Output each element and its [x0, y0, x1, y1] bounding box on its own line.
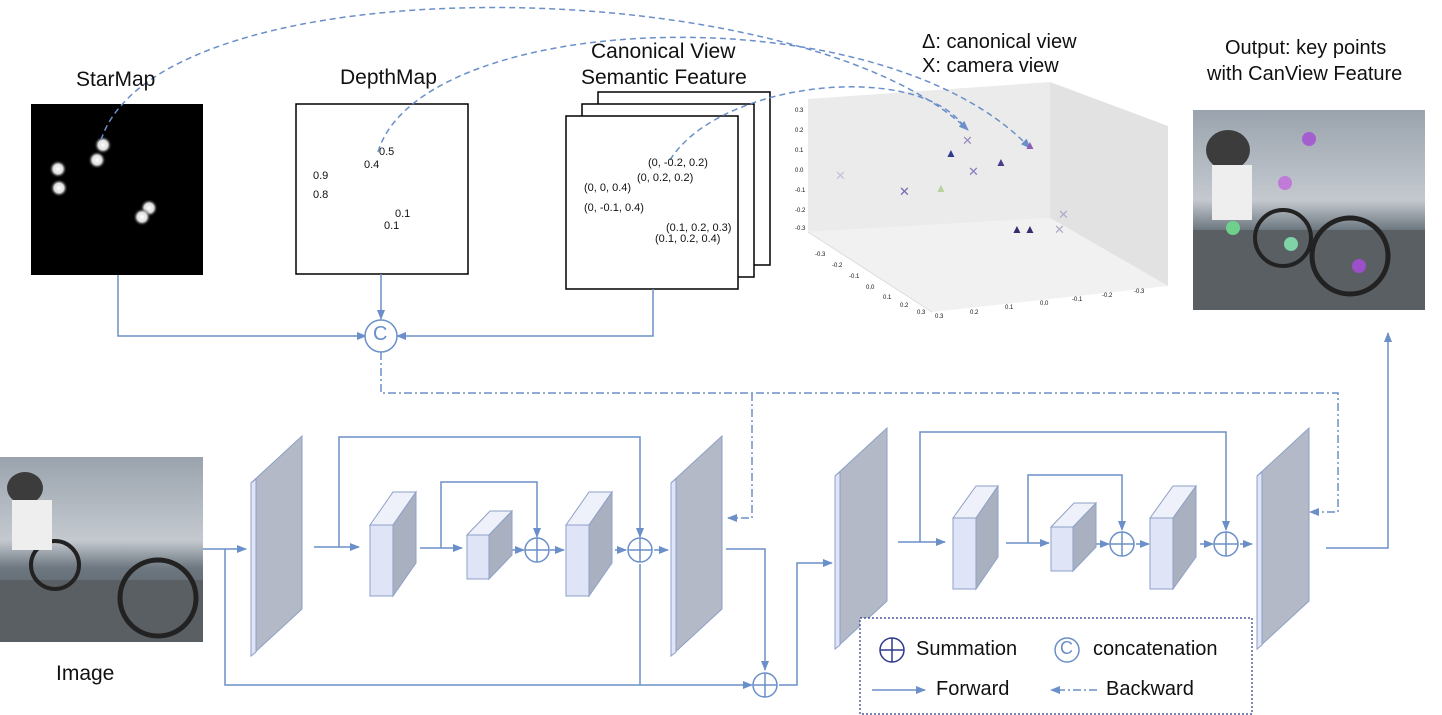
legend-summation-icon: [879, 637, 905, 663]
legend-forward: Forward: [936, 678, 1010, 700]
canonical-marker: ▲: [1024, 138, 1036, 152]
canonical-title-line2: Semantic Feature: [581, 66, 747, 89]
canonical-value: (0, -0.2, 0.2): [648, 157, 708, 169]
plot-tick-z: 0.3: [935, 314, 944, 320]
plot-tick-y: 0.1: [795, 148, 804, 154]
plot-legend-line1: Δ: canonical view: [922, 31, 1077, 53]
feature-slab: [834, 426, 888, 651]
camera-marker: ✕: [835, 168, 846, 183]
plot-tick-z: -0.2: [1102, 293, 1113, 299]
depth-value: 0.5: [379, 146, 395, 158]
sum-node: [524, 537, 550, 563]
plot-tick-x: -0.3: [815, 252, 826, 258]
sum-node: [1109, 531, 1135, 557]
sum-node: [627, 537, 653, 563]
forward-arrows: [203, 332, 1392, 689]
hourglass-2: [834, 426, 1310, 651]
keypoint-marker: [1302, 132, 1316, 146]
plot-legend-line2: X: camera view: [922, 55, 1059, 77]
canonical-marker: ▲: [945, 146, 957, 160]
correspondence-arrows: [100, 6, 1031, 161]
hourglass-1: [250, 434, 723, 658]
camera-marker: ✕: [899, 184, 910, 199]
summation-nodes: [524, 531, 1239, 698]
plot-tick-x: 0.2: [900, 303, 909, 309]
image-label: Image: [56, 662, 115, 685]
starmap-panel: [31, 104, 203, 275]
canonical-feature-stack: [565, 91, 771, 290]
plot-tick-z: 0.1: [1005, 305, 1014, 311]
legend-summation: Summation: [916, 638, 1018, 660]
feature-slab: [250, 434, 303, 658]
plot-tick-y: -0.1: [795, 188, 806, 194]
depth-value: 0.4: [364, 159, 380, 171]
input-image: [0, 457, 203, 642]
feature-slab: [670, 434, 723, 658]
plot-tick-z: -0.3: [1134, 289, 1145, 295]
camera-marker: ✕: [1054, 222, 1065, 237]
concat-symbol: C: [373, 323, 388, 345]
output-image: [1193, 110, 1425, 310]
plot-tick-z: -0.1: [1072, 297, 1083, 303]
canonical-value: (0, 0.2, 0.2): [637, 172, 694, 184]
plot-tick-y: 0.2: [795, 128, 804, 134]
depth-value: 0.1: [395, 208, 411, 220]
starmap-peak: [88, 151, 106, 169]
canonical-marker: ▲: [1024, 222, 1036, 236]
3d-scatter-plot: [807, 82, 1168, 313]
canonical-marker: ▲: [1011, 222, 1023, 236]
canonical-title-line1: Canonical View: [591, 40, 736, 63]
concat-inputs: [117, 274, 654, 340]
legend-concat-icon: [1054, 637, 1080, 663]
depth-value: 0.1: [384, 220, 400, 232]
canonical-marker: ▲: [995, 155, 1007, 169]
backward-arrows: [380, 352, 1339, 522]
plot-tick-x: 0.3: [917, 310, 926, 316]
starmap-peak: [49, 160, 67, 178]
depthmap-title: DepthMap: [340, 66, 437, 89]
sum-node: [1213, 531, 1239, 557]
plot-tick-z: 0.0: [1040, 301, 1049, 307]
canonical-marker: ▲: [935, 181, 947, 195]
camera-marker: ✕: [962, 133, 973, 148]
plot-tick-x: -0.1: [849, 274, 860, 280]
depthmap-panel: [295, 103, 469, 275]
starmap-peak: [94, 136, 112, 154]
plot-tick-y: -0.3: [795, 226, 806, 232]
legend-concatenation: concatenation: [1093, 638, 1218, 660]
plot-tick-z: 0.2: [970, 310, 979, 316]
legend-backward: Backward: [1106, 678, 1194, 700]
canonical-value: (0.1, 0.2, 0.3): [666, 222, 732, 234]
keypoint-marker: [1352, 259, 1366, 273]
keypoint-marker: [1278, 176, 1292, 190]
starmap-peak: [133, 208, 151, 226]
sum-node: [752, 672, 778, 698]
canonical-value: (0, -0.1, 0.4): [584, 202, 644, 214]
plot-tick-y: 0.3: [795, 108, 804, 114]
canonical-value: (0, 0, 0.4): [584, 182, 632, 194]
output-title-line2: with CanView Feature: [1207, 63, 1403, 85]
plot-tick-x: -0.2: [832, 263, 843, 269]
plot-tick-y: 0.0: [795, 168, 804, 174]
keypoint-marker: [1284, 237, 1298, 251]
canonical-value: (0.1, 0.2, 0.4): [655, 233, 721, 245]
plot-tick-y: -0.2: [795, 208, 806, 214]
keypoint-marker: [1226, 221, 1240, 235]
legend-box: [859, 617, 1253, 715]
starmap-peak: [50, 179, 68, 197]
camera-marker: ✕: [1058, 207, 1069, 222]
legend-concat-symbol: C: [1060, 638, 1073, 658]
plot-tick-x: 0.1: [883, 295, 892, 301]
depth-value: 0.9: [313, 170, 329, 182]
output-title-line1: Output: key points: [1225, 37, 1387, 59]
feature-slab: [1256, 426, 1310, 651]
plot-tick-x: 0.0: [866, 285, 875, 291]
starmap-title: StarMap: [76, 68, 156, 91]
camera-marker: ✕: [968, 164, 979, 179]
depth-value: 0.8: [313, 189, 329, 201]
